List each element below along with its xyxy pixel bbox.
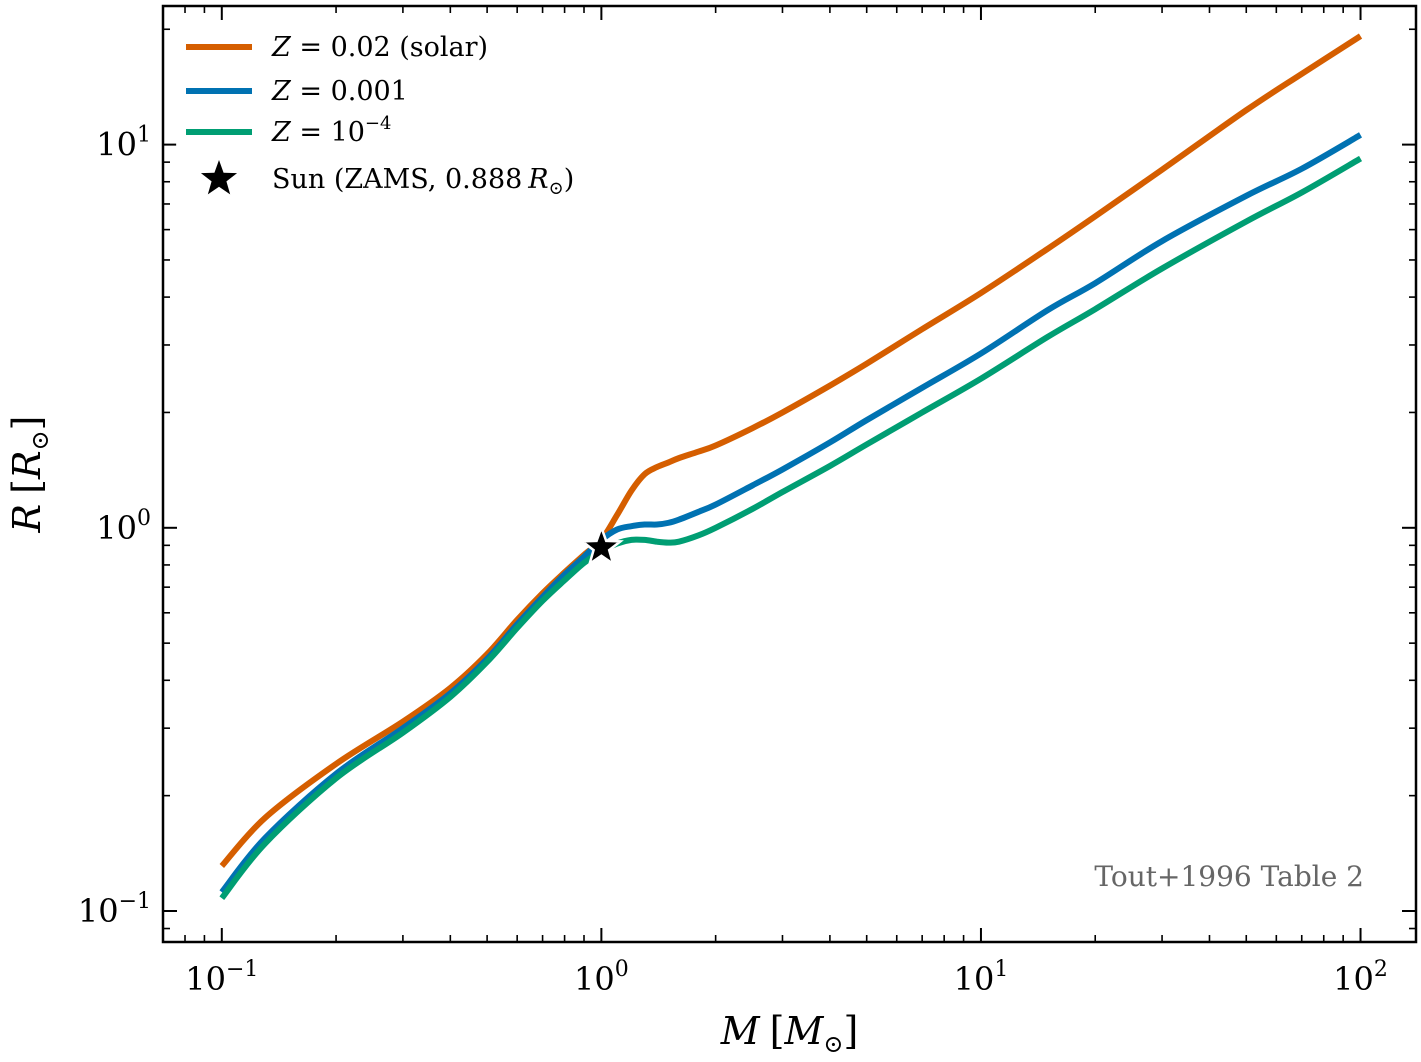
y-tick-label-2: 101 [96,123,151,164]
plot-frame [161,4,1418,944]
legend-label-sun: Sun (ZAMS, 0.888 R⊙) [272,164,574,199]
series-line-0 [219,33,1363,869]
legend: Z = 0.02 (solar) Z = 0.001 Z = 10−4 Sun … [176,20,606,206]
marker-layer [578,523,624,567]
source-annotation: Tout+1996 Table 2 [1094,860,1364,893]
x-tick-label-2: 101 [954,957,1009,998]
x-axis-label: M [M⊙] [720,1009,859,1058]
series-layer [219,33,1363,901]
series-line-2 [219,155,1363,901]
legend-label-z1e-4: Z = 10−4 [271,113,391,148]
legend-background [176,20,606,206]
sun-marker-star [578,523,624,567]
x-tick-label-3: 102 [1333,957,1388,998]
legend-label-z0001: Z = 0.001 [271,76,408,107]
x-tick-label-1: 100 [574,957,629,998]
y-axis-label: R[R⊙] [5,415,54,533]
legend-label-solar: Z = 0.02 (solar) [271,32,488,63]
legend-star-icon [200,160,238,195]
y-tick-label-0: 10−1 [78,889,151,930]
x-tick-label-0: 10−1 [185,957,258,998]
y-tick-label-1: 100 [96,506,151,547]
ticks-layer: 10−1 100 101 102 10−1 100 101 [78,6,1416,998]
series-line-1 [219,132,1363,895]
